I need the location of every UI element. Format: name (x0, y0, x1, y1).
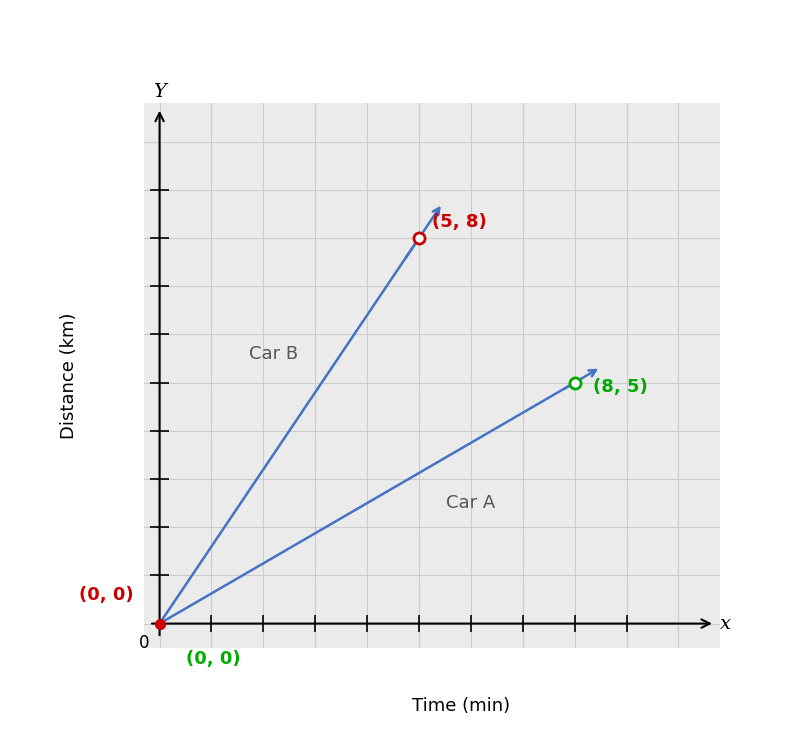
Text: 0: 0 (138, 634, 150, 652)
Text: x: x (720, 615, 731, 632)
Text: (0, 0): (0, 0) (186, 650, 240, 668)
Text: Distance (km): Distance (km) (60, 312, 78, 439)
Text: (0, 0): (0, 0) (79, 586, 134, 604)
Text: Time (min): Time (min) (412, 697, 510, 715)
Text: (5, 8): (5, 8) (432, 213, 486, 231)
Text: Y: Y (153, 82, 166, 101)
Text: (8, 5): (8, 5) (593, 378, 648, 397)
Text: Car B: Car B (249, 344, 298, 363)
Text: Car A: Car A (446, 494, 495, 512)
